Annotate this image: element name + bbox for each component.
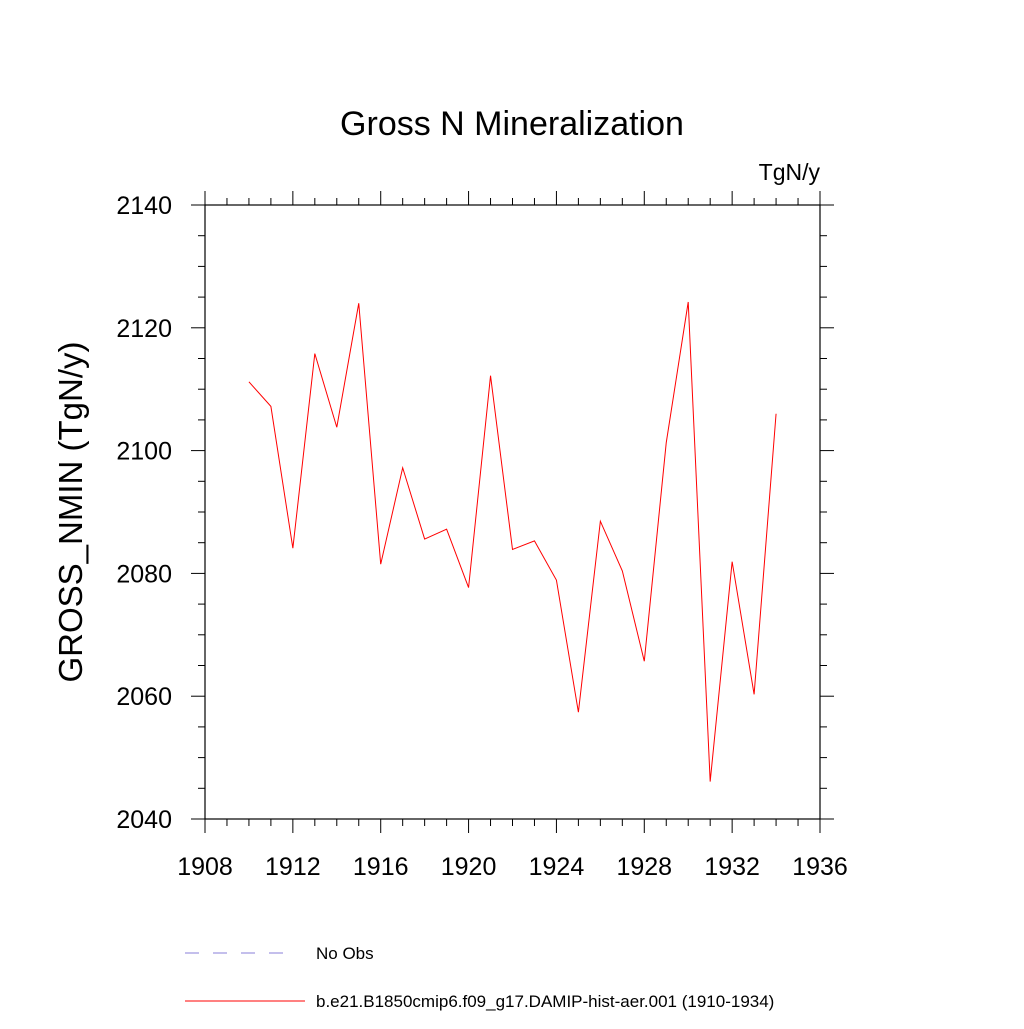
y-tick-label: 2060 [116,683,172,711]
x-tick-label: 1928 [616,853,672,881]
y-tick-label: 2040 [116,806,172,834]
tick-marks-layer [191,191,834,833]
x-tick-label: 1936 [792,853,848,881]
y-tick-label: 2140 [116,192,172,220]
x-tick-label: 1908 [177,853,233,881]
series-layer [248,301,777,782]
chart-title: Gross N Mineralization [340,105,684,143]
legend-label: b.e21.B1850cmip6.f09_g17.DAMIP-hist-aer.… [316,992,774,1011]
units-label: TgN/y [759,159,821,185]
y-tick-label: 2080 [116,560,172,588]
y-axis-label: GROSS_NMIN (TgN/y) [52,341,89,682]
x-tick-label: 1920 [441,853,497,881]
x-tick-label: 1924 [529,853,585,881]
x-tick-label: 1916 [353,853,409,881]
tick-labels-layer: 1908 1912 1916 1920 1924 1928 1932 1936 2040 2060… [116,192,847,881]
plot-frame [204,204,821,820]
legend: No Obs b.e21.B1850cmip6.f09_g17.DAMIP-his… [185,944,774,1011]
x-tick-label: 1932 [704,853,760,881]
x-tick-label: 1912 [265,853,321,881]
y-tick-label: 2120 [116,315,172,343]
y-tick-label: 2100 [116,438,172,466]
legend-label: No Obs [316,944,374,963]
series-line [248,301,777,782]
